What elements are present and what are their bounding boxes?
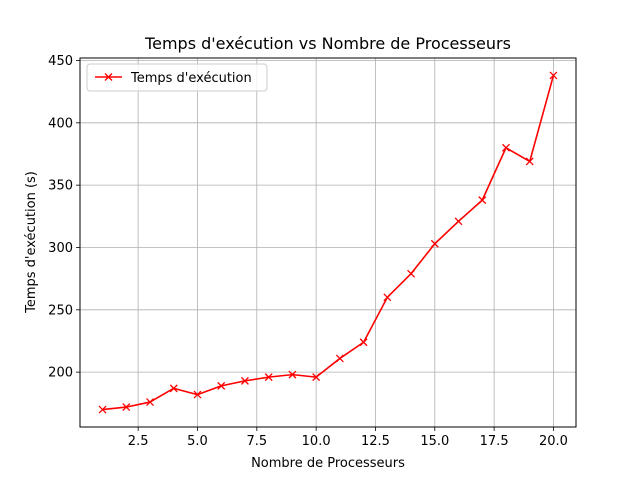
- chart-title: Temps d'exécution vs Nombre de Processeu…: [144, 34, 511, 53]
- x-tick-label: 10.0: [302, 434, 331, 449]
- y-tick-label: 400: [48, 116, 73, 131]
- legend: Temps d'exécution: [86, 63, 268, 92]
- x-tick-label: 7.5: [246, 434, 267, 449]
- data-point-marker: [169, 384, 178, 393]
- data-point-marker: [335, 354, 344, 363]
- data-point-marker: [478, 196, 487, 205]
- data-point-marker: [240, 376, 249, 385]
- legend-box: [86, 63, 268, 92]
- data-point-marker: [430, 239, 439, 248]
- legend-marker-icon: [104, 73, 113, 81]
- data-point-marker: [98, 405, 107, 414]
- series-line: [102, 75, 555, 411]
- x-tick-label: 2.5: [128, 434, 149, 449]
- data-point-marker: [383, 293, 392, 302]
- data-point-marker: [502, 143, 510, 152]
- data-point-marker: [122, 403, 131, 412]
- legend-label: Temps d'exécution: [130, 71, 252, 86]
- y-tick-label: 250: [48, 303, 73, 318]
- x-tick-label: 17.5: [480, 434, 509, 449]
- data-point-marker: [217, 381, 226, 390]
- y-tick-label: 200: [48, 366, 73, 381]
- y-axis-label: Temps d'exécution (s): [24, 171, 39, 314]
- data-point-marker: [264, 373, 273, 382]
- plot-frame: [79, 57, 577, 428]
- y-tick-label: 300: [48, 241, 73, 256]
- x-tick-label: 5.0: [187, 434, 208, 449]
- data-point-marker: [454, 217, 463, 226]
- data-point-marker: [104, 73, 113, 81]
- data-point-marker: [193, 390, 202, 399]
- data-point-marker: [288, 370, 297, 379]
- axis-ticks: 2.5 5.0 7.5 10.0 12.5 15.0 17.5 20.0 200 250 300 35…: [48, 54, 568, 449]
- data-point-marker: [407, 269, 416, 278]
- y-tick-label: 350: [48, 179, 73, 194]
- x-tick-label: 20.0: [539, 434, 568, 449]
- x-tick-label: 15.0: [420, 434, 449, 449]
- y-tick-label: 450: [48, 54, 73, 69]
- x-tick-label: 12.5: [361, 434, 390, 449]
- series-layer: [98, 71, 558, 414]
- grid-lines: [80, 58, 576, 427]
- data-point-marker: [312, 373, 321, 382]
- data-point-marker: [525, 157, 534, 166]
- data-point-marker: [359, 338, 368, 347]
- data-point-marker: [146, 398, 154, 407]
- x-axis-label: Nombre de Processeurs: [251, 456, 405, 471]
- data-point-marker: [549, 71, 558, 80]
